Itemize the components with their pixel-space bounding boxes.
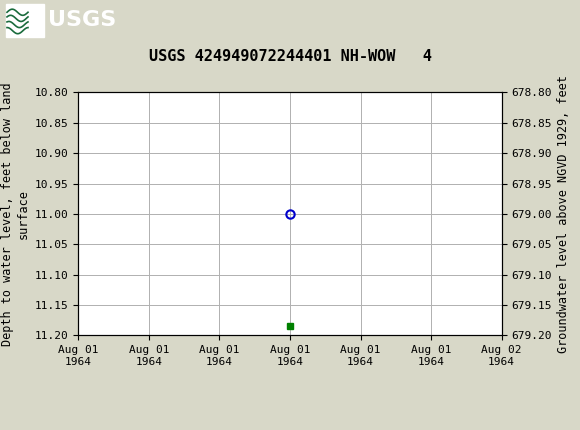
Y-axis label: Depth to water level, feet below land
surface: Depth to water level, feet below land su… <box>1 82 29 346</box>
Text: USGS 424949072244401 NH-WOW   4: USGS 424949072244401 NH-WOW 4 <box>148 49 432 64</box>
Text: USGS: USGS <box>48 10 116 31</box>
Y-axis label: Groundwater level above NGVD 1929, feet: Groundwater level above NGVD 1929, feet <box>557 75 571 353</box>
FancyBboxPatch shape <box>6 4 44 37</box>
